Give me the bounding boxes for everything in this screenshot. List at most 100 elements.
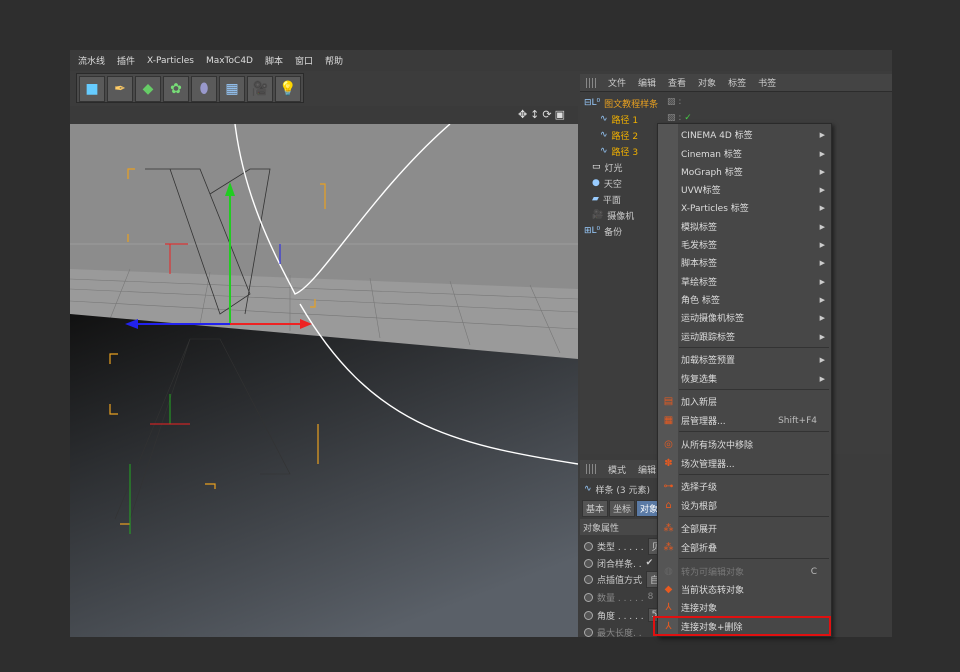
attr-row-maxlength[interactable]: 最大长度. . xyxy=(584,624,642,640)
menu-item[interactable]: 全部折叠 xyxy=(681,539,829,556)
object-item[interactable]: ⊟L⁰ 图文教程样条 xyxy=(584,98,659,110)
light-icon: ▭ xyxy=(592,162,601,172)
tag-icons: ▨ : ✓ xyxy=(667,113,692,123)
camera-icon[interactable]: 🎥 xyxy=(247,76,273,102)
menu-item-label: 模拟标签 xyxy=(681,223,718,233)
menu-item-label: 草绘标签 xyxy=(681,278,718,288)
menu-item[interactable]: 恢复选集 ▶ xyxy=(681,370,829,387)
menu-script[interactable]: 脚本 xyxy=(264,57,283,67)
viewport[interactable] xyxy=(70,124,578,637)
connect-delete-icon: ⅄ xyxy=(665,621,672,632)
menu-item[interactable]: 加入新层 xyxy=(681,393,829,410)
attr-row-angle[interactable]: 角度 . . . . .5 xyxy=(584,607,662,623)
attribute-menu: 模式 编辑 xyxy=(580,460,660,478)
om-menu-view[interactable]: 查看 xyxy=(668,79,687,89)
menu-item[interactable]: Cineman 标签 ▶ xyxy=(681,145,829,162)
menu-pipeline[interactable]: 流水线 xyxy=(78,57,106,67)
menu-item[interactable]: 场次管理器... xyxy=(681,455,829,472)
check-icon[interactable]: ✓ xyxy=(684,113,692,123)
menu-item[interactable]: 角色 标签 ▶ xyxy=(681,291,829,308)
am-menu-mode[interactable]: 模式 xyxy=(608,465,627,476)
menu-item[interactable]: X-Particles 标签 ▶ xyxy=(681,199,829,216)
object-item[interactable]: ∿ 路径 1 xyxy=(600,114,639,126)
white-spline xyxy=(234,124,451,295)
expand-all-icon: ⁂ xyxy=(663,523,674,534)
attr-row-closed[interactable]: 闭合样条. . ✔ xyxy=(584,555,653,571)
attribute-title: ∿ 样条 (3 元素) xyxy=(584,484,651,496)
animate-radio[interactable] xyxy=(584,541,593,551)
menu-item[interactable]: MoGraph 标签 ▶ xyxy=(681,163,829,180)
menu-help[interactable]: 帮助 xyxy=(325,57,344,67)
menu-item[interactable]: 当前状态转对象 xyxy=(681,581,829,598)
menu-item-label: Cineman 标签 xyxy=(681,150,742,160)
object-item[interactable]: ▰ 平面 xyxy=(592,194,621,206)
menu-maxtoc4d[interactable]: MaxToC4D xyxy=(205,55,253,66)
attr-row-type[interactable]: 类型 . . . . .贝 xyxy=(584,537,665,555)
attr-row-number[interactable]: 数量 . . . . .8 xyxy=(584,589,653,605)
menu-item[interactable]: UVW标签 ▶ xyxy=(681,181,829,198)
menu-item[interactable]: 从所有场次中移除 xyxy=(681,436,829,453)
layer-manager-icon: ▦ xyxy=(663,415,674,426)
menu-item-label: 层管理器... xyxy=(681,417,726,427)
highlight-box xyxy=(653,616,831,636)
context-menu xyxy=(657,123,832,637)
object-item[interactable]: ● 天空 xyxy=(592,178,622,190)
menu-item[interactable]: 转为可编辑对象 C xyxy=(681,563,829,580)
spline-w-reflection xyxy=(114,338,291,520)
cloner-icon[interactable]: ✿ xyxy=(163,76,189,102)
menu-window[interactable]: 窗口 xyxy=(295,57,314,67)
tab-object[interactable]: 对象 xyxy=(636,499,663,517)
animate-radio[interactable] xyxy=(584,592,593,602)
tag-icons: ▨ : xyxy=(667,97,682,107)
animate-radio[interactable] xyxy=(584,574,593,584)
menu-plugins[interactable]: 插件 xyxy=(117,57,136,67)
animate-radio[interactable] xyxy=(584,627,593,637)
pen-icon[interactable]: ✒ xyxy=(107,76,133,102)
grip-icon[interactable] xyxy=(586,77,596,88)
menu-item[interactable]: 连接对象 xyxy=(681,599,829,616)
menu-item[interactable]: 草绘标签 ▶ xyxy=(681,273,829,290)
object-item[interactable]: 🎥 摄像机 xyxy=(592,210,635,222)
tab-basic[interactable]: 基本 xyxy=(582,499,609,517)
menu-item[interactable]: 连接对象+删除 xyxy=(681,618,829,635)
animate-radio[interactable] xyxy=(584,610,593,620)
submenu-arrow-icon: ▶ xyxy=(819,167,825,176)
object-item[interactable]: ▭ 灯光 xyxy=(592,162,623,174)
viewport-nav-icons[interactable]: ✥↕⟳▣ xyxy=(517,108,568,121)
connect-icon: ⅄ xyxy=(665,602,672,613)
object-item[interactable]: ⊞L⁰ 备份 xyxy=(584,226,623,238)
menu-item[interactable]: CINEMA 4D 标签 ▶ xyxy=(681,126,829,143)
object-item[interactable]: ∿ 路径 2 xyxy=(600,130,639,142)
om-menu-object[interactable]: 对象 xyxy=(698,79,717,89)
floor-icon[interactable]: ▦ xyxy=(219,76,245,102)
submenu-arrow-icon: ▶ xyxy=(819,149,825,158)
menu-xparticles[interactable]: X-Particles xyxy=(147,55,194,66)
menu-item[interactable]: 层管理器... Shift+F4 xyxy=(681,412,829,429)
object-item[interactable]: ∿ 路径 3 xyxy=(600,146,639,158)
subdivision-icon[interactable]: ◆ xyxy=(135,76,161,102)
om-menu-bookmarks[interactable]: 书签 xyxy=(758,79,777,89)
floor-reflection xyxy=(70,314,578,637)
tab-coord[interactable]: 坐标 xyxy=(609,499,636,517)
cube-icon[interactable]: ■ xyxy=(79,76,105,102)
attr-row-interp[interactable]: 点插值方式自 xyxy=(584,570,664,588)
menu-item[interactable]: 脚本标签 ▶ xyxy=(681,254,829,271)
menu-item[interactable]: 毛发标签 ▶ xyxy=(681,236,829,253)
om-menu-tags[interactable]: 标签 xyxy=(728,79,747,89)
menu-item[interactable]: 运动摄像机标签 ▶ xyxy=(681,309,829,326)
om-menu-file[interactable]: 文件 xyxy=(608,79,627,89)
menu-item[interactable]: 设为根部 xyxy=(681,497,829,514)
menu-separator xyxy=(679,347,829,348)
menu-item-label: 运动摄像机标签 xyxy=(681,314,745,324)
om-menu-edit[interactable]: 编辑 xyxy=(638,79,657,89)
grip-icon[interactable] xyxy=(586,464,596,474)
light-icon[interactable]: 💡 xyxy=(275,76,301,102)
am-menu-edit[interactable]: 编辑 xyxy=(638,465,657,476)
animate-radio[interactable] xyxy=(584,558,593,568)
menu-item[interactable]: 加载标签预置 ▶ xyxy=(681,351,829,368)
deformer-icon[interactable]: ⬮ xyxy=(191,76,217,102)
menu-item[interactable]: 全部展开 xyxy=(681,520,829,537)
menu-item[interactable]: 运动跟踪标签 ▶ xyxy=(681,328,829,345)
menu-item[interactable]: 模拟标签 ▶ xyxy=(681,218,829,235)
menu-item[interactable]: 选择子级 xyxy=(681,478,829,495)
